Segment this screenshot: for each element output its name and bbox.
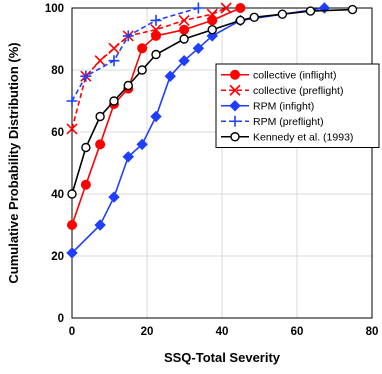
data-point xyxy=(80,70,92,82)
data-point xyxy=(151,30,161,41)
data-point xyxy=(150,110,162,123)
series-line xyxy=(71,7,325,254)
series-line xyxy=(71,7,241,226)
legend-marker xyxy=(229,84,241,96)
legend-item: collective (preflight) xyxy=(221,84,343,97)
legend-item: Kennedy et al. (1993) xyxy=(221,132,353,144)
legend-label: RPM (infight) xyxy=(253,101,314,113)
legend-marker xyxy=(229,115,241,127)
data-point xyxy=(277,9,288,19)
data-point xyxy=(67,220,77,230)
data-point xyxy=(109,96,119,106)
data-point xyxy=(80,179,91,190)
data-point xyxy=(235,3,246,13)
x-tick-label: 80 xyxy=(366,326,379,338)
data-point xyxy=(95,139,106,150)
x-tick-label: 0 xyxy=(69,326,75,338)
series-line xyxy=(71,7,227,130)
legend-item: collective (inflight) xyxy=(221,70,336,82)
legend-label: collective (preflight) xyxy=(253,85,343,97)
legend-item: RPM (preflight) xyxy=(221,115,324,128)
legend-marker xyxy=(229,100,241,112)
data-point xyxy=(305,6,316,16)
data-point xyxy=(164,70,176,82)
data-point xyxy=(150,24,162,36)
data-point xyxy=(192,42,205,55)
series-layer xyxy=(66,2,358,259)
data-point xyxy=(66,95,78,107)
data-point xyxy=(66,247,78,259)
data-point xyxy=(95,111,105,122)
data-point xyxy=(220,2,232,14)
series-4 xyxy=(66,2,204,107)
x-tick-label: 40 xyxy=(216,326,229,338)
legend: collective (inflight) collective (preflig… xyxy=(215,63,380,148)
data-point xyxy=(94,55,106,67)
y-tick-label: 0 xyxy=(58,313,64,325)
data-point xyxy=(151,49,161,60)
data-point xyxy=(122,151,134,163)
data-point xyxy=(178,14,190,26)
legend-marker xyxy=(230,69,240,80)
y-tick-label: 100 xyxy=(45,3,64,15)
data-point xyxy=(179,24,190,35)
x-tick-label: 20 xyxy=(141,326,154,338)
data-point xyxy=(136,138,148,151)
data-point xyxy=(179,34,189,44)
data-point xyxy=(108,191,120,203)
data-point xyxy=(137,65,147,75)
series-line xyxy=(71,7,199,102)
y-tick-label: 60 xyxy=(51,127,64,139)
data-point xyxy=(108,55,120,67)
data-point xyxy=(137,43,148,54)
y-tick-label: 20 xyxy=(51,251,64,263)
data-point xyxy=(207,25,217,35)
y-tick-label: 80 xyxy=(51,65,64,77)
data-point xyxy=(108,42,120,54)
legend-label: RPM (preflight) xyxy=(253,116,324,128)
data-point xyxy=(123,80,133,91)
data-point xyxy=(235,15,246,26)
legend-label: Kennedy et al. (1993) xyxy=(253,132,353,144)
y-tick-labels: 0 20 40 60 80 100 xyxy=(45,3,64,325)
data-point xyxy=(206,8,218,20)
legend-item: RPM (infight) xyxy=(221,100,314,113)
x-tick-label: 60 xyxy=(291,326,304,338)
x-tick-labels: 0 20 40 60 80 xyxy=(69,326,379,338)
data-point xyxy=(66,123,78,135)
data-point xyxy=(178,54,190,67)
data-point xyxy=(207,15,218,26)
data-point xyxy=(249,12,259,22)
legend-marker xyxy=(230,132,240,142)
data-point xyxy=(67,189,77,199)
data-point xyxy=(347,4,358,15)
x-axis-label: SSQ-Total Severity xyxy=(164,350,281,365)
data-point xyxy=(150,14,162,26)
legend-label: collective (inflight) xyxy=(253,70,336,82)
data-point xyxy=(81,142,91,153)
data-point xyxy=(94,219,106,231)
data-point xyxy=(122,30,134,42)
y-axis-label: Cumulative Probability Distribution (%) xyxy=(6,42,21,283)
series-5 xyxy=(67,4,358,199)
plot-area-border xyxy=(71,7,373,319)
y-tick-label: 40 xyxy=(51,189,64,201)
data-point xyxy=(192,2,204,14)
